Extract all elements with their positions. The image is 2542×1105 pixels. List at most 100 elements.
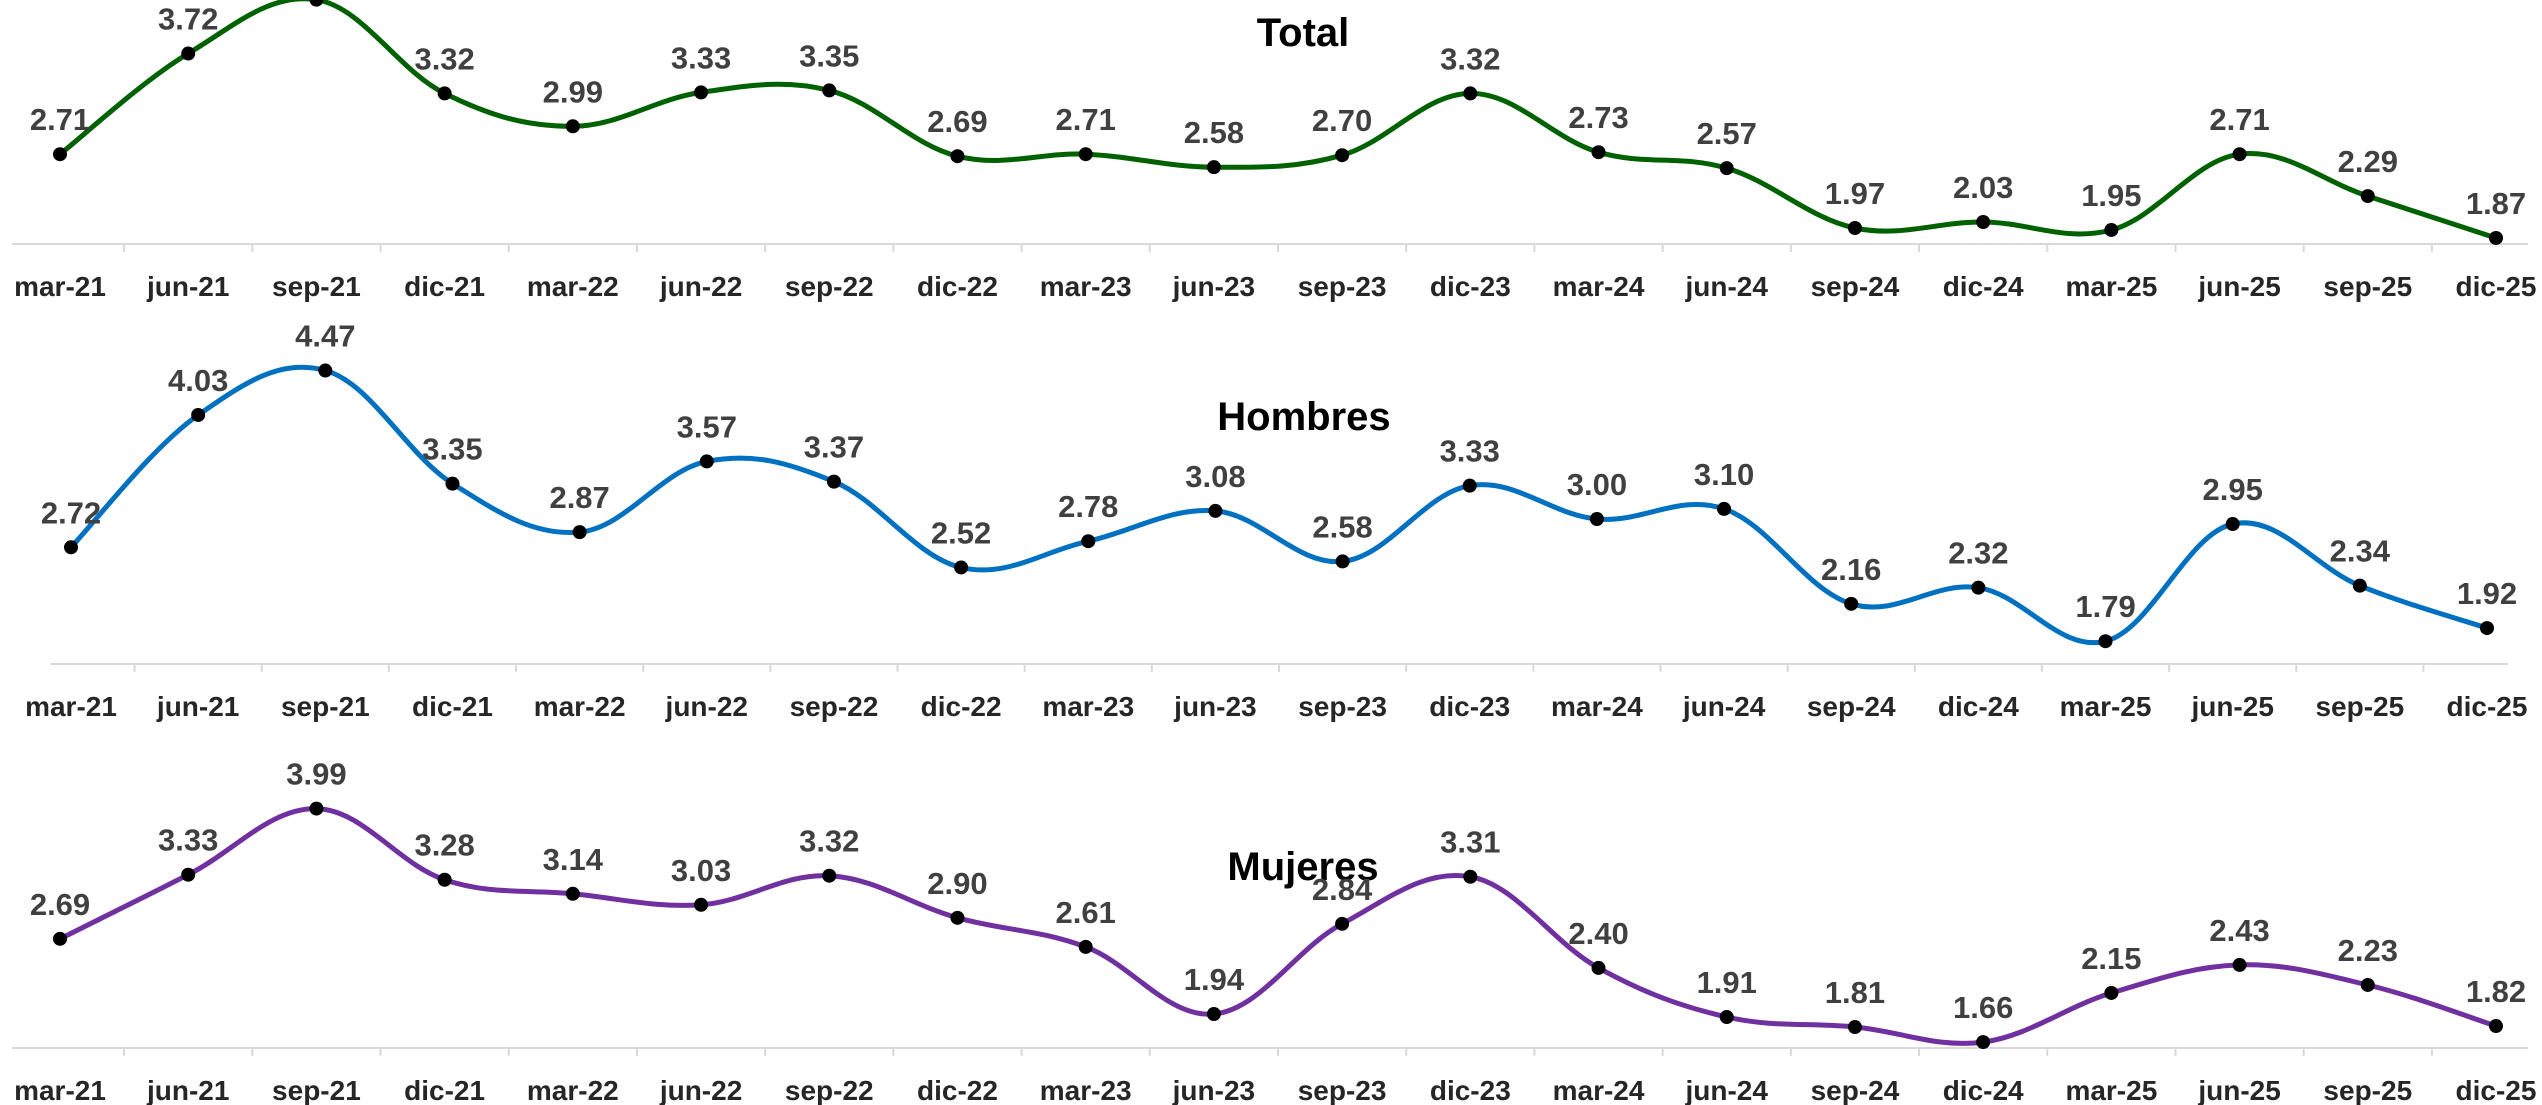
x-tick-label: mar-22: [527, 271, 619, 302]
data-label: 3.08: [1185, 459, 1245, 494]
x-tick-label: mar-25: [2065, 1075, 2157, 1105]
data-point: [53, 147, 67, 162]
data-label: 1.82: [2466, 974, 2526, 1009]
chart-title: Mujeres: [1227, 845, 1378, 889]
x-tick-label: mar-23: [1040, 1075, 1132, 1105]
data-label: 1.91: [1697, 965, 1757, 1000]
data-label: 3.32: [1440, 41, 1500, 76]
data-label: 2.99: [543, 74, 603, 109]
x-tick-label: jun-23: [1172, 271, 1255, 302]
x-tick-label: sep-21: [272, 271, 361, 302]
data-label: 3.10: [1694, 457, 1754, 492]
data-point: [1208, 503, 1223, 518]
x-tick-label: dic-22: [917, 271, 998, 302]
data-point: [2360, 977, 2375, 992]
data-point: [2232, 957, 2247, 972]
x-tick-label: dic-22: [921, 691, 1002, 722]
chart-hombres: Hombres 2.72 mar-21 4.03 jun-21 4.47 sep-21 3.3…: [25, 319, 2527, 722]
data-point: [1971, 580, 1986, 595]
data-label: 2.16: [1821, 552, 1881, 587]
data-label: 4.47: [295, 319, 355, 354]
data-label: 2.58: [1312, 509, 1372, 544]
data-label: 1.81: [1825, 975, 1885, 1010]
data-point: [694, 897, 709, 912]
data-point: [2104, 985, 2119, 1000]
data-point: [445, 476, 460, 491]
data-point: [318, 363, 333, 378]
data-label: 3.00: [1567, 467, 1627, 502]
x-tick-label: sep-22: [790, 691, 879, 722]
data-point: [1335, 148, 1350, 163]
x-tick-label: dic-23: [1429, 691, 1510, 722]
x-tick-label: jun-21: [146, 1075, 229, 1105]
data-label: 1.87: [2466, 186, 2526, 221]
x-tick-label: dic-24: [1943, 271, 2024, 302]
x-tick-label: jun-22: [659, 1075, 742, 1105]
data-label: 2.84: [1312, 872, 1373, 907]
x-tick-label: dic-21: [404, 271, 485, 302]
data-label: 3.72: [158, 2, 218, 37]
data-label: 2.58: [1184, 115, 1244, 150]
x-tick-label: sep-22: [785, 1075, 874, 1105]
data-point: [2098, 634, 2113, 649]
chart-title: Hombres: [1217, 395, 1390, 439]
data-point: [64, 540, 78, 555]
data-point: [1589, 512, 1604, 526]
data-label: 2.73: [1568, 100, 1628, 135]
x-tick-label: dic-25: [2447, 691, 2528, 722]
data-point: [826, 474, 841, 489]
data-point: [2360, 189, 2375, 204]
chart-total: Total2.71mar-213.72jun-214.26sep-213.32d…: [12, 0, 2536, 302]
data-label: 2.15: [2081, 941, 2141, 976]
data-label: 3.03: [671, 853, 731, 888]
data-point: [181, 867, 196, 882]
data-label: 1.94: [1184, 962, 1245, 997]
x-tick-label: dic-25: [2456, 1075, 2537, 1105]
data-point: [1591, 145, 1606, 160]
data-point: [1078, 939, 1093, 954]
data-label: 1.95: [2081, 178, 2141, 213]
data-point: [1206, 160, 1221, 175]
data-point: [2489, 1019, 2503, 1034]
data-label: 2.61: [1056, 895, 1116, 930]
data-label: 1.92: [2457, 576, 2517, 611]
x-tick-label: dic-21: [412, 691, 493, 722]
x-tick-label: jun-25: [2197, 1075, 2280, 1105]
data-point: [1847, 1020, 1862, 1035]
data-label: 4.03: [168, 363, 228, 398]
x-tick-label: mar-21: [25, 691, 117, 722]
x-tick-label: jun-24: [1685, 271, 1769, 302]
data-label: 3.32: [414, 41, 474, 76]
data-point: [1976, 1035, 1991, 1050]
x-tick-label: sep-23: [1298, 691, 1387, 722]
x-tick-label: sep-25: [2323, 1075, 2412, 1105]
x-tick-label: sep-24: [1807, 691, 1896, 722]
x-tick-label: sep-23: [1298, 1075, 1387, 1105]
data-point: [1976, 215, 1991, 230]
chart-title: Total: [1257, 11, 1350, 55]
x-tick-label: mar-25: [2065, 271, 2157, 302]
x-tick-label: dic-24: [1943, 1075, 2024, 1105]
data-point: [1078, 147, 1093, 162]
data-point: [2480, 621, 2494, 636]
x-tick-label: sep-23: [1298, 271, 1387, 302]
data-label: 3.33: [671, 40, 731, 75]
data-point: [1717, 501, 1732, 516]
data-point: [954, 560, 969, 575]
data-label: 3.14: [543, 842, 604, 877]
data-label: 1.97: [1825, 176, 1885, 211]
x-tick-label: jun-24: [1685, 1075, 1769, 1105]
data-label: 2.71: [1056, 102, 1116, 137]
data-point: [565, 886, 580, 901]
data-point: [1081, 534, 1096, 549]
data-label: 2.57: [1697, 116, 1757, 151]
data-label: 2.69: [30, 887, 90, 922]
data-point: [1463, 86, 1478, 101]
data-label: 2.72: [41, 495, 101, 530]
x-tick-label: sep-25: [2323, 271, 2412, 302]
data-point: [572, 525, 587, 540]
data-label: 2.71: [2209, 102, 2269, 137]
data-point: [1206, 1007, 1221, 1022]
